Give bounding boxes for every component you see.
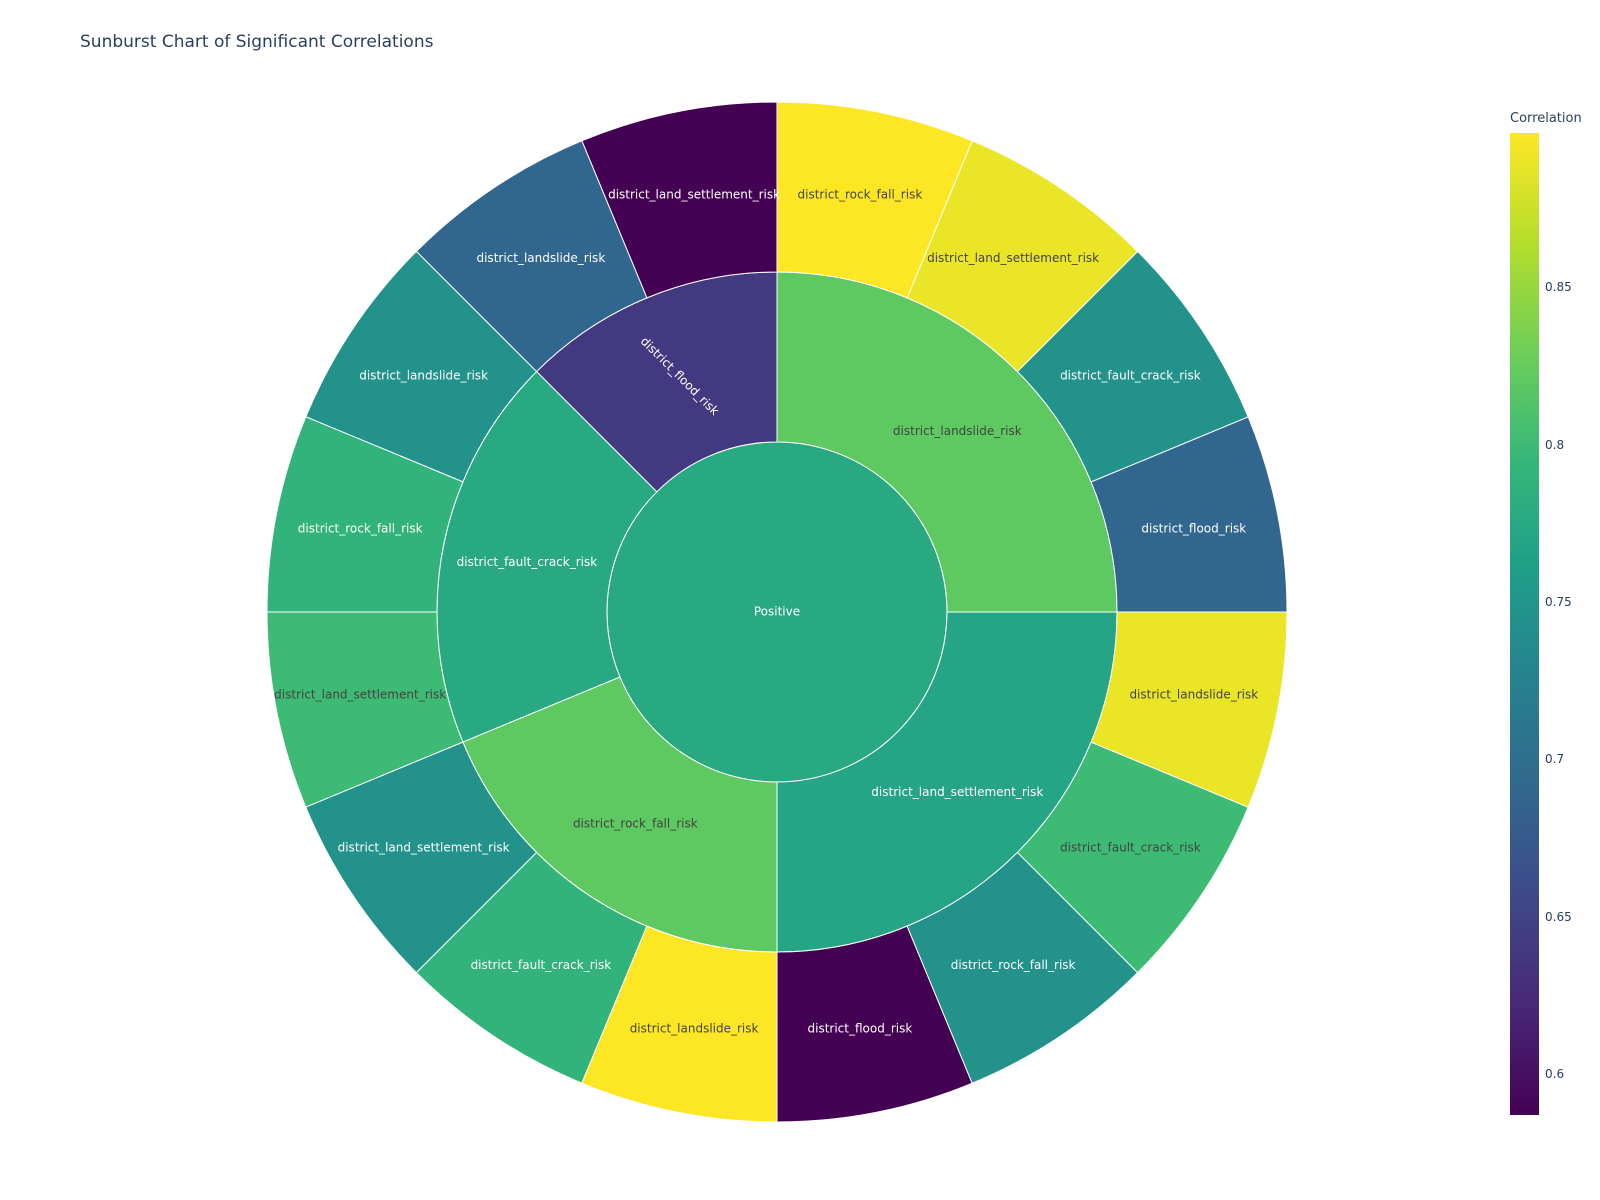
leaf-label-district-land-settlement-risk: district_land_settlement_risk [927,251,1099,265]
leaf-label-district-rock-fall-risk: district_rock_fall_risk [298,522,423,536]
leaf-label-district-landslide-risk: district_landslide_risk [359,368,488,382]
leaf-label-district-flood-risk: district_flood_risk [1141,522,1246,536]
leaf-label-district-flood-risk: district_flood_risk [808,1021,913,1035]
leaf-label-district-land-settlement-risk: district_land_settlement_risk [338,841,510,855]
leaf-label-district-fault-crack-risk: district_fault_crack_risk [471,958,612,972]
group-label-district-fault-crack-risk: district_fault_crack_risk [457,555,598,569]
colorbar-title: Correlation [1510,111,1582,126]
colorbar-tick-label: 0.7 [1545,752,1565,767]
segment-district-land-settlement-risk-district-landslide-risk[interactable] [1090,611,1288,808]
colorbar-tick-label: 0.65 [1545,909,1572,924]
colorbar-tick-label: 0.6 [1545,1067,1565,1082]
colorbar-tick-label: 0.85 [1545,280,1572,295]
group-label-district-land-settlement-risk: district_land_settlement_risk [871,785,1043,799]
leaf-label-district-landslide-risk: district_landslide_risk [476,251,605,265]
colorbar [1510,133,1539,1115]
leaf-label-district-rock-fall-risk: district_rock_fall_risk [798,188,923,202]
leaf-label-district-land-settlement-risk: district_land_settlement_risk [608,188,780,202]
colorbar-tick-label: 0.8 [1545,437,1565,452]
leaf-label-district-landslide-risk: district_landslide_risk [630,1021,759,1035]
leaf-label-district-fault-crack-risk: district_fault_crack_risk [1060,368,1201,382]
leaf-label-district-land-settlement-risk: district_land_settlement_risk [274,687,446,701]
chart-title: Sunburst Chart of Significant Correlatio… [80,32,434,52]
group-label-district-rock-fall-risk: district_rock_fall_risk [573,817,698,831]
leaf-label-district-fault-crack-risk: district_fault_crack_risk [1060,841,1201,855]
leaf-label-district-landslide-risk: district_landslide_risk [1129,687,1258,701]
colorbar-tick-label: 0.75 [1545,594,1572,609]
root-label: Positive [754,605,800,619]
group-label-district-landslide-risk: district_landslide_risk [893,424,1022,438]
leaf-label-district-rock-fall-risk: district_rock_fall_risk [951,958,1076,972]
